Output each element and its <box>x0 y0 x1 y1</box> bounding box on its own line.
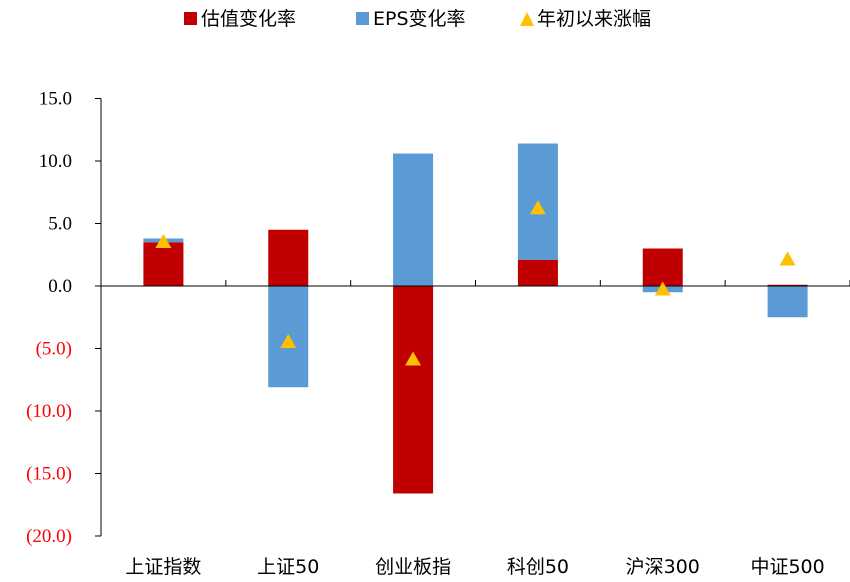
ytd-marker <box>405 351 422 366</box>
category-label: 上证50 <box>257 556 319 578</box>
legend-swatch <box>356 12 369 25</box>
legend-label: EPS变化率 <box>373 8 466 30</box>
bar-valuation <box>143 242 184 286</box>
y-axis: 15.0 10.0 5.0 0.0 (5.0) (10.0) (15.0) (20.0) <box>26 89 102 547</box>
ytd-marker <box>654 281 671 296</box>
bar-eps <box>767 286 808 318</box>
ytd-marker <box>529 200 546 215</box>
bar-eps <box>393 153 434 286</box>
legend: 估值变化率 EPS变化率 年初以来涨幅 <box>184 8 651 30</box>
y-tick-label: 10.0 <box>39 151 72 172</box>
y-tick-label: (15.0) <box>26 464 72 485</box>
category-label: 科创50 <box>507 556 569 578</box>
markers <box>155 200 796 366</box>
x-axis <box>100 280 850 287</box>
y-tick-label: (5.0) <box>36 339 72 360</box>
legend-label: 估值变化率 <box>201 8 296 30</box>
bar-valuation <box>268 229 309 286</box>
ytd-marker <box>280 334 297 348</box>
category-label: 创业板指 <box>375 556 451 578</box>
y-tick-label: 5.0 <box>48 214 72 235</box>
legend-swatch <box>184 12 197 25</box>
bar-valuation <box>393 286 434 494</box>
category-labels: 上证指数 上证50 创业板指 科创50 沪深300 中证500 <box>125 556 824 578</box>
legend-marker-icon <box>520 12 534 26</box>
ytd-marker <box>779 251 796 266</box>
category-label: 沪深300 <box>626 556 700 578</box>
bar-valuation <box>767 284 808 286</box>
category-label: 中证500 <box>750 556 824 578</box>
ytd-marker <box>155 234 172 248</box>
bar-valuation <box>642 248 683 286</box>
bar-valuation <box>517 259 558 286</box>
category-label: 上证指数 <box>125 556 201 578</box>
y-tick-label: 15.0 <box>39 89 72 110</box>
bars <box>143 143 808 494</box>
y-tick-label: 0.0 <box>48 276 72 297</box>
y-tick-label: (10.0) <box>26 401 72 422</box>
legend-label: 年初以来涨幅 <box>537 8 651 30</box>
y-tick-label: (20.0) <box>26 526 72 547</box>
